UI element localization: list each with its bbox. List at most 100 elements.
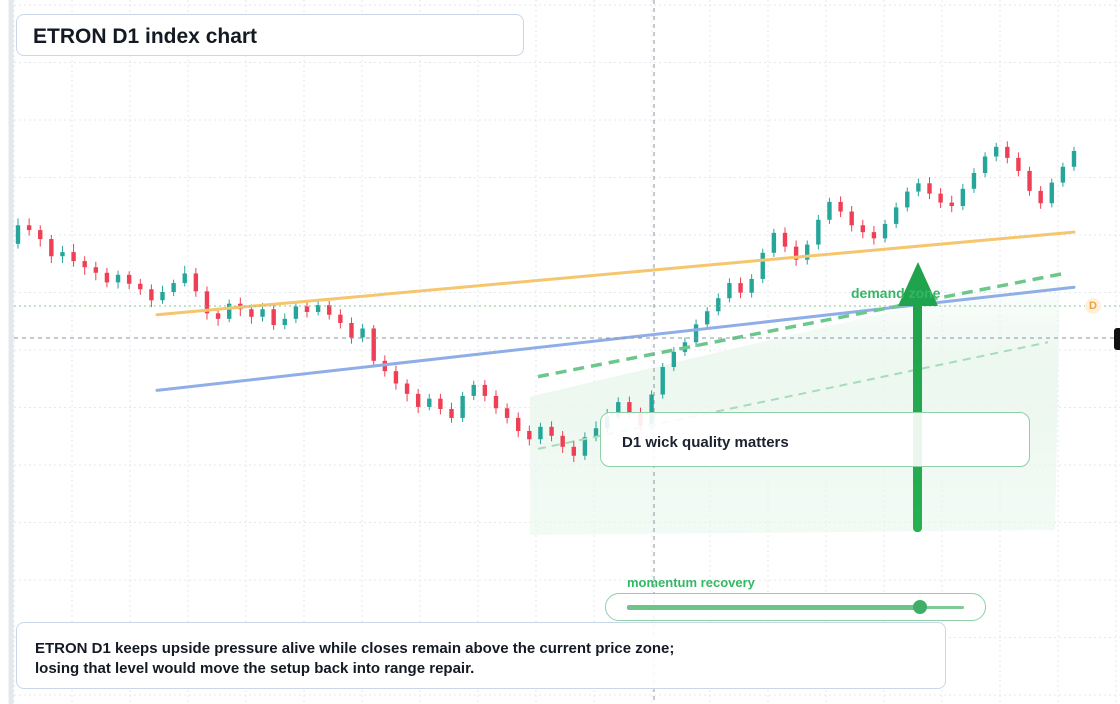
candle-body [427,398,432,407]
candle-body [582,437,588,456]
candle-body [93,267,99,273]
note-text: D1 wick quality matters [622,434,789,451]
candle-body [38,230,43,240]
candle-body [549,426,554,436]
candle-body [949,202,954,207]
candle-body [393,371,399,384]
orange-trendline [155,230,1076,317]
candle-body [916,183,921,192]
candle-body [282,318,287,326]
candle-body [660,367,665,395]
candle-body [360,328,365,338]
candle-body [404,383,410,394]
candle-body [849,211,854,226]
candle-body [49,239,54,257]
candle-body [760,252,765,279]
candle-body [805,244,810,260]
chart-title-box: ETRON D1 index chart [16,14,524,56]
candle-body [571,446,576,456]
candle-body [905,191,910,208]
footer-summary-box: ETRON D1 keeps upside pressure alive whi… [16,622,946,689]
candle-body [749,278,754,293]
candle-body [816,219,821,245]
momentum-knob[interactable] [913,600,928,614]
candle-body [471,384,476,396]
candle-body [15,225,21,244]
candle-body [171,283,176,293]
candle-body [26,225,32,231]
candle-body [315,305,321,312]
candle-body [338,314,343,323]
candle-body [893,207,899,224]
candle-body [149,289,154,301]
candle-body [504,408,510,418]
candle-body [627,402,632,414]
candle-body [1060,166,1066,183]
candle-body [1005,146,1010,158]
momentum-slider[interactable] [605,593,986,621]
candle-body [415,393,421,407]
candle-body [671,351,677,368]
candle-body [560,435,565,447]
candle-body [538,426,543,440]
candle-body [882,223,888,239]
candle-body [716,298,721,312]
candle-body [460,395,465,418]
candle-body [593,428,599,438]
demand-zone-label: demand zone [851,285,941,301]
demand-zone-area [530,271,1060,535]
candle-body [693,324,699,343]
candle-body [971,172,977,189]
candle-body [104,272,110,283]
candle-body [793,246,799,260]
candle-body [1038,190,1043,204]
candle-body [260,309,265,317]
candle-body [738,283,743,293]
candle-body [438,398,443,409]
candle-body [727,283,732,299]
candle-body [1027,170,1032,191]
candle-body [327,305,332,315]
candle-body [838,201,843,212]
candle-body [871,232,877,239]
candle-body [138,283,143,290]
candle-body [1071,150,1077,167]
event-marker-d[interactable]: D [1085,298,1101,314]
candle-body [493,395,499,409]
price-tag [1114,328,1120,350]
candle-body [60,252,65,257]
footer-line-2: losing that level would move the setup b… [35,660,475,677]
candle-body [1016,157,1021,171]
candle-body [182,273,187,284]
momentum-fill [627,605,921,610]
candle-body [927,183,932,194]
candle-body [82,261,87,268]
candle-body [215,313,221,319]
candle-body [616,402,621,417]
candle-body [271,309,276,326]
footer-line-1: ETRON D1 keeps upside pressure alive whi… [35,640,675,657]
candle-body [482,384,488,396]
candle-body [349,322,354,338]
candle-body [304,306,310,312]
candle-body [827,201,832,220]
candle-body [960,188,966,207]
chart-title: ETRON D1 index chart [33,25,258,48]
candle-body [782,232,788,247]
candle-body [527,430,532,440]
candle-body [704,311,710,325]
candle-body [982,156,988,173]
candle-body [1049,182,1054,204]
candle-body [860,225,865,233]
candle-body [204,291,210,314]
candle-body [449,408,454,418]
candle-body [71,252,76,262]
momentum-label: momentum recovery [627,575,755,590]
candle-body [193,273,199,292]
candle-body [293,306,299,319]
candle-body [249,309,254,317]
candle-body [993,146,999,157]
candle-body [160,292,165,301]
